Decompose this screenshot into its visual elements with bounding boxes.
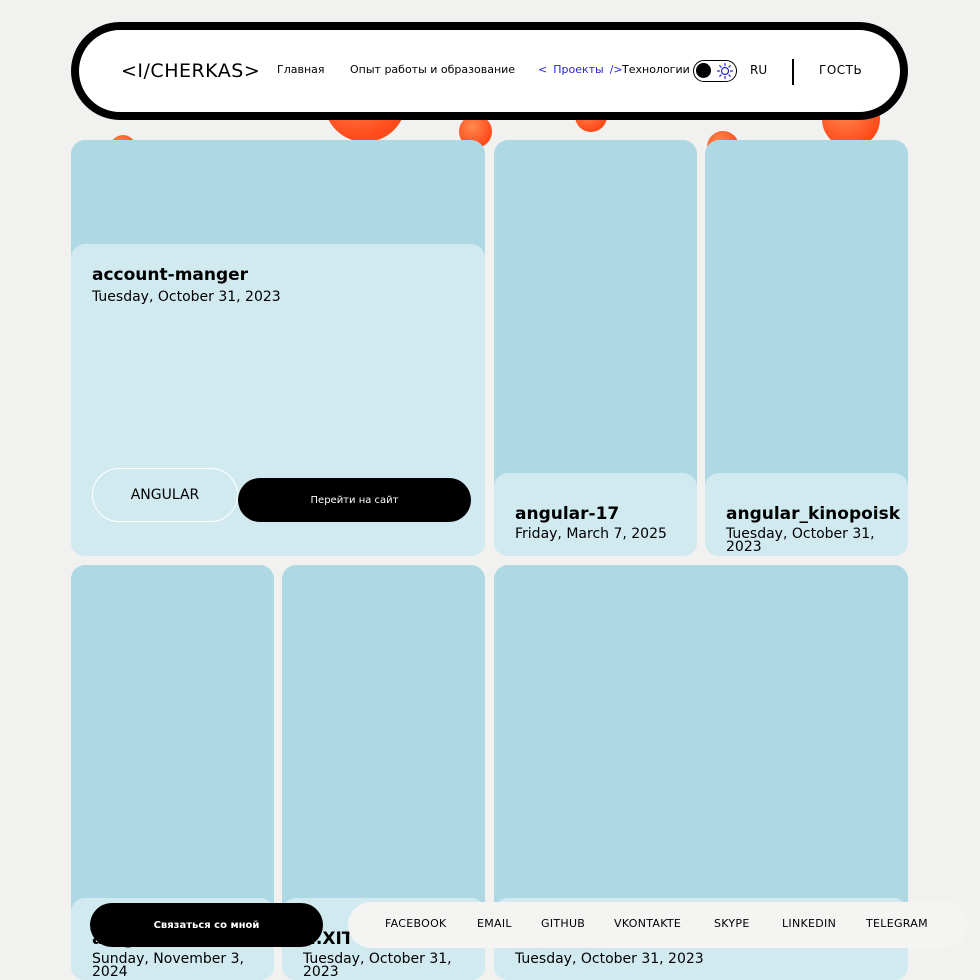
social-link-facebook[interactable]: FACEBOOK <box>385 917 447 930</box>
nav-experience[interactable]: Опыт работы и образование <box>350 63 516 76</box>
social-link-telegram[interactable]: TELEGRAM <box>866 917 928 930</box>
project-title: account-manger <box>92 265 249 285</box>
visit-site-button[interactable]: Перейти на сайт <box>238 478 471 522</box>
nav-projects-label: Проекты <box>553 63 604 76</box>
nav-technologies[interactable]: Технологии <box>622 63 690 76</box>
nav-projects[interactable]: < Проекты /> <box>532 63 629 76</box>
social-links-bar: FACEBOOK EMAIL GITHUB VKONTAKTE SKYPE LI… <box>348 902 968 948</box>
project-card-info: angular_kinopoisk Tuesday, October 31, 2… <box>705 473 908 556</box>
social-link-linkedin[interactable]: LINKEDIN <box>782 917 837 930</box>
toggle-knob <box>696 63 711 78</box>
tech-tag-angular[interactable]: ANGULAR <box>92 468 238 522</box>
nav-home[interactable]: Главная <box>277 63 325 76</box>
project-title: angular_kinopoisk <box>726 504 901 524</box>
project-date: Tuesday, October 31, 2023 <box>303 951 452 980</box>
project-card-info: account-manger Tuesday, October 31, 2023… <box>71 244 485 556</box>
site-logo[interactable]: <I/CHERKAS> <box>121 60 261 82</box>
project-card[interactable]: angular_kinopoisk Tuesday, October 31, 2… <box>705 140 908 556</box>
project-date: Tuesday, October 31, 2023 <box>92 289 281 305</box>
project-card[interactable]: account-manger Tuesday, October 31, 2023… <box>71 140 485 556</box>
nav-projects-open-bracket: < <box>538 63 548 76</box>
social-link-github[interactable]: GITHUB <box>541 917 586 930</box>
project-date: Tuesday, October 31, 2023 <box>515 951 704 967</box>
top-navigation-bar: <I/CHERKAS> Главная Опыт работы и образо… <box>71 22 908 120</box>
social-link-vkontakte[interactable]: VKONTAKTE <box>614 917 682 930</box>
theme-toggle[interactable] <box>693 60 737 82</box>
social-link-skype[interactable]: SKYPE <box>714 917 750 930</box>
nav-projects-close-bracket: /> <box>609 63 623 76</box>
sun-icon <box>716 62 734 80</box>
project-date: Tuesday, October 31, 2023 <box>726 526 875 555</box>
project-date: Friday, March 7, 2025 <box>515 526 667 542</box>
language-switcher[interactable]: RU <box>750 63 768 77</box>
user-menu[interactable]: ГОСТЬ <box>819 63 863 77</box>
project-card[interactable]: angular-17 Friday, March 7, 2025 <box>494 140 697 556</box>
project-title: angular-17 <box>515 504 620 524</box>
header-divider <box>792 59 794 85</box>
project-date: Sunday, November 3, 2024 <box>92 951 244 980</box>
social-link-email[interactable]: EMAIL <box>477 917 512 930</box>
contact-me-button[interactable]: Связаться со мной <box>90 903 323 947</box>
project-card-info: angular-17 Friday, March 7, 2025 <box>494 473 697 556</box>
